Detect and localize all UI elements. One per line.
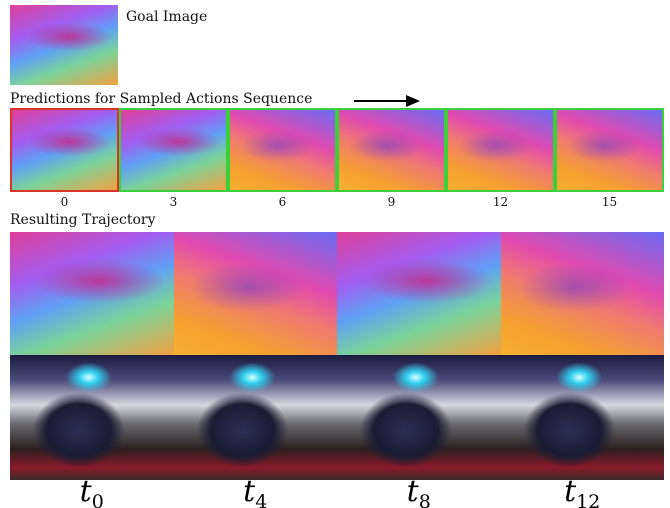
time-label: t4 (174, 474, 338, 508)
frame-label: 6 (278, 195, 287, 209)
time-index: 4 (255, 491, 268, 508)
time-index: 8 (418, 491, 431, 508)
time-var: t (79, 474, 92, 508)
time-index: 12 (576, 491, 601, 508)
frame-label: 9 (387, 195, 396, 209)
time-label: t0 (10, 474, 174, 508)
prediction-frame (446, 108, 555, 192)
prediction-frame (10, 108, 119, 192)
time-var: t (243, 474, 256, 508)
frame-label: 3 (169, 195, 178, 209)
arrow (354, 95, 420, 107)
prediction-frame (555, 108, 664, 192)
camera-image (173, 355, 337, 480)
predictions-title: Predictions for Sampled Actions Sequence (10, 91, 313, 107)
camera-image (10, 355, 174, 480)
flow-image (500, 232, 664, 355)
prediction-frame (337, 108, 446, 192)
frame-label: 15 (601, 195, 618, 209)
frame-label: 12 (492, 195, 509, 209)
time-var: t (564, 474, 577, 508)
flow-image (337, 232, 501, 355)
flow-image (10, 232, 174, 355)
flow-image (173, 232, 337, 355)
goal-label: Goal Image (126, 9, 208, 25)
frame-label: 0 (60, 195, 69, 209)
time-label: t8 (337, 474, 501, 508)
goal-image (10, 5, 118, 85)
time-index: 0 (91, 491, 104, 508)
time-var: t (406, 474, 419, 508)
prediction-frame (228, 108, 337, 192)
camera-image (337, 355, 501, 480)
camera-image (500, 355, 664, 480)
trajectory-title: Resulting Trajectory (10, 212, 156, 228)
prediction-frame (119, 108, 228, 192)
time-label: t12 (501, 474, 665, 508)
